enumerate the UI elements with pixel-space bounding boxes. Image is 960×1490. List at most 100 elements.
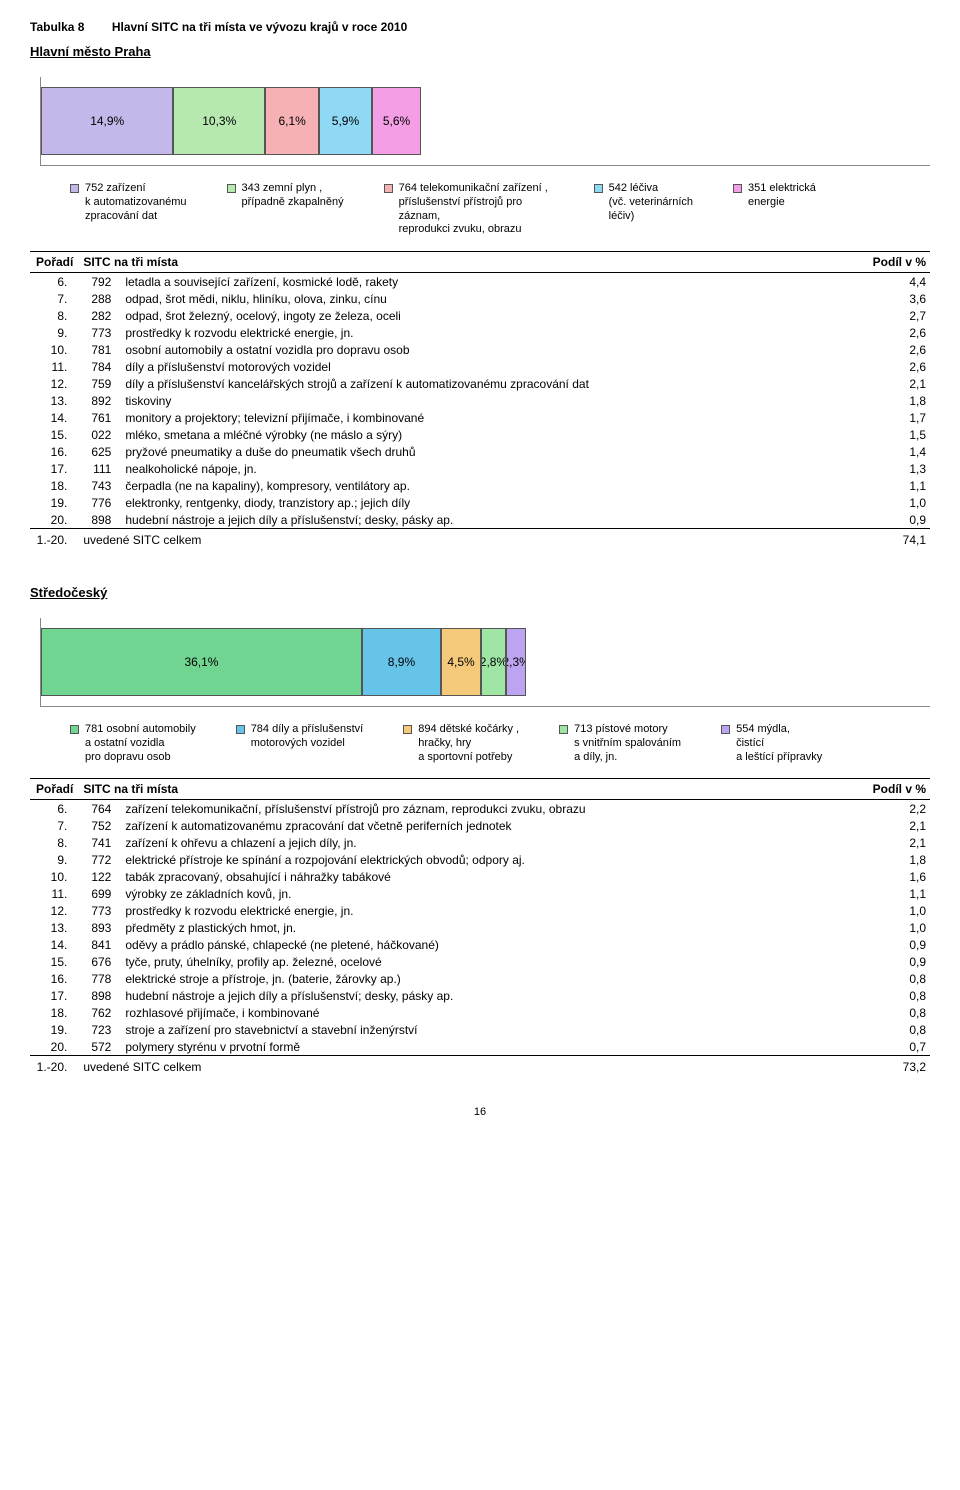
cell-desc: polymery styrénu v prvotní formě [119, 1038, 833, 1056]
cell-desc: díly a příslušenství motorových vozidel [119, 358, 834, 375]
cell-code: 022 [77, 426, 119, 443]
cell-value: 2,1 [834, 817, 930, 834]
cell-desc: předměty z plastických hmot, jn. [119, 919, 833, 936]
table-header-row: PořadíSITC na tři místaPodíl v % [30, 779, 930, 800]
col-value: Podíl v % [834, 779, 930, 800]
table-row: 8.741zařízení k ohřevu a chlazení a jeji… [30, 834, 930, 851]
cell-value: 1,5 [834, 426, 930, 443]
legend-swatch [403, 725, 412, 734]
legend-item: 764 telekomunikační zařízení ,příslušens… [384, 182, 554, 237]
cell-desc: výrobky ze základních kovů, jn. [119, 885, 833, 902]
cell-value: 0,9 [834, 953, 930, 970]
cell-desc: tiskoviny [119, 392, 834, 409]
cell-code: 752 [77, 817, 119, 834]
cell-value: 1,3 [834, 460, 930, 477]
cell-rank: 6. [30, 800, 77, 818]
cell-rank: 7. [30, 290, 77, 307]
cell-code: 762 [77, 1004, 119, 1021]
cell-rank: 15. [30, 426, 77, 443]
legend-swatch [70, 184, 79, 193]
legend-swatch [559, 725, 568, 734]
legend-label: 542 léčiva(vč. veterinárníchléčiv) [609, 182, 693, 223]
table-header-row: PořadíSITC na tři místaPodíl v % [30, 252, 930, 273]
cell-value: 1,7 [834, 409, 930, 426]
table-row: 13.892tiskoviny1,8 [30, 392, 930, 409]
cell-code: 764 [77, 800, 119, 818]
table-row: 13.893předměty z plastických hmot, jn.1,… [30, 919, 930, 936]
cell-total-rank: 1.-20. [30, 529, 77, 552]
legend-swatch [594, 184, 603, 193]
section-stredocesky: Středočeský36,1%8,9%4,5%2,8%2,3%781 osob… [30, 585, 930, 1078]
cell-rank: 6. [30, 273, 77, 291]
cell-desc: díly a příslušenství kancelářských stroj… [119, 375, 834, 392]
stacked-bar: 14,9%10,3%6,1%5,9%5,6% [41, 87, 930, 155]
cell-desc: letadla a související zařízení, kosmické… [119, 273, 834, 291]
cell-desc: odpad, šrot železný, ocelový, ingoty ze … [119, 307, 834, 324]
cell-code: 898 [77, 987, 119, 1004]
table-row: 14.761monitory a projektory; televizní p… [30, 409, 930, 426]
cell-total-desc: uvedené SITC celkem [77, 1056, 833, 1079]
cell-rank: 20. [30, 511, 77, 529]
cell-desc: tyče, pruty, úhelníky, profily ap. želez… [119, 953, 833, 970]
cell-value: 0,8 [834, 1021, 930, 1038]
cell-value: 1,0 [834, 494, 930, 511]
legend-item: 542 léčiva(vč. veterinárníchléčiv) [594, 182, 693, 237]
table-row: 9.772elektrické přístroje ke spínání a r… [30, 851, 930, 868]
stacked-bar-chart: 36,1%8,9%4,5%2,8%2,3% [40, 618, 930, 707]
cell-desc: tabák zpracovaný, obsahující i náhražky … [119, 868, 833, 885]
cell-desc: prostředky k rozvodu elektrické energie,… [119, 902, 833, 919]
bar-segment: 10,3% [173, 87, 265, 155]
cell-desc: hudební nástroje a jejich díly a přísluš… [119, 511, 834, 529]
cell-value: 0,8 [834, 970, 930, 987]
legend-swatch [236, 725, 245, 734]
cell-value: 4,4 [834, 273, 930, 291]
cell-value: 2,1 [834, 375, 930, 392]
cell-desc: stroje a zařízení pro stavebnictví a sta… [119, 1021, 833, 1038]
cell-code: 776 [77, 494, 119, 511]
table-row: 10.781osobní automobily a ostatní vozidl… [30, 341, 930, 358]
legend-item: 713 pístové motorys vnitřním spalováníma… [559, 723, 681, 764]
cell-total-value: 74,1 [834, 529, 930, 552]
legend-item: 784 díly a příslušenstvímotorových vozid… [236, 723, 364, 764]
cell-code: 792 [77, 273, 119, 291]
cell-code: 778 [77, 970, 119, 987]
bar-segment: 14,9% [41, 87, 173, 155]
cell-desc: oděvy a prádlo pánské, chlapecké (ne ple… [119, 936, 833, 953]
legend-label: 764 telekomunikační zařízení ,příslušens… [399, 182, 554, 237]
cell-value: 1,1 [834, 885, 930, 902]
table-row: 12.773prostředky k rozvodu elektrické en… [30, 902, 930, 919]
cell-code: 723 [77, 1021, 119, 1038]
cell-rank: 14. [30, 936, 77, 953]
cell-rank: 13. [30, 919, 77, 936]
title-row: Tabulka 8 Hlavní SITC na tři místa ve vý… [30, 20, 930, 34]
cell-value: 1,8 [834, 851, 930, 868]
cell-desc: pryžové pneumatiky a duše do pneumatik v… [119, 443, 834, 460]
col-rank: Pořadí [30, 779, 77, 800]
table-row: 15.676tyče, pruty, úhelníky, profily ap.… [30, 953, 930, 970]
cell-value: 2,6 [834, 324, 930, 341]
legend-swatch [70, 725, 79, 734]
cell-rank: 19. [30, 494, 77, 511]
cell-code: 699 [77, 885, 119, 902]
legend-label: 713 pístové motorys vnitřním spalováníma… [574, 723, 681, 764]
cell-rank: 12. [30, 902, 77, 919]
cell-desc: elektronky, rentgenky, diody, tranzistor… [119, 494, 834, 511]
legend-item: 752 zařízeník automatizovanémuzpracování… [70, 182, 187, 237]
table-row: 10.122tabák zpracovaný, obsahující i náh… [30, 868, 930, 885]
cell-desc: zařízení k automatizovanému zpracování d… [119, 817, 833, 834]
table-row: 7.752zařízení k automatizovanému zpracov… [30, 817, 930, 834]
table-total-row: 1.-20.uvedené SITC celkem74,1 [30, 529, 930, 552]
cell-value: 0,9 [834, 511, 930, 529]
legend-label: 752 zařízeník automatizovanémuzpracování… [85, 182, 187, 223]
legend-item: 351 elektrickáenergie [733, 182, 816, 237]
legend-label: 894 dětské kočárky ,hračky, hrya sportov… [418, 723, 519, 764]
cell-desc: mléko, smetana a mléčné výrobky (ne másl… [119, 426, 834, 443]
cell-code: 572 [77, 1038, 119, 1056]
legend-label: 351 elektrickáenergie [748, 182, 816, 210]
cell-desc: prostředky k rozvodu elektrické energie,… [119, 324, 834, 341]
region-name: Středočeský [30, 585, 930, 600]
section-praha: Hlavní město Praha14,9%10,3%6,1%5,9%5,6%… [30, 44, 930, 551]
cell-desc: osobní automobily a ostatní vozidla pro … [119, 341, 834, 358]
cell-rank: 13. [30, 392, 77, 409]
col-sitc: SITC na tři místa [77, 252, 834, 273]
